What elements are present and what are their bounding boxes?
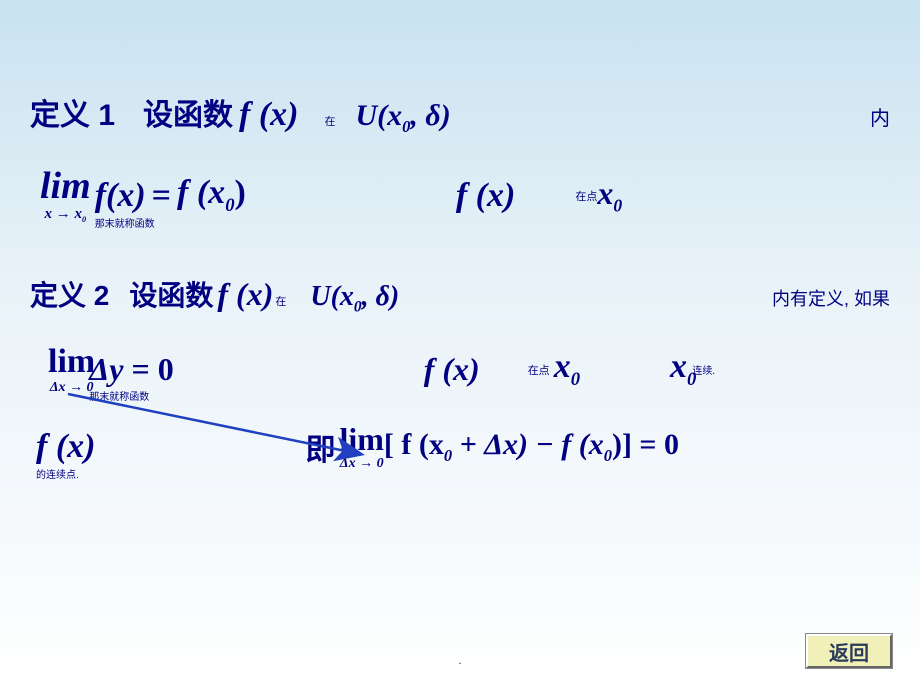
eq2-x0a: x0 — [554, 348, 580, 391]
def1-neigh: U(x0, δ) — [356, 99, 451, 137]
def2-prefix: 设函数 — [129, 274, 213, 314]
limit-1: lim x → x0 — [40, 167, 91, 224]
def1-tail: 内 — [870, 102, 890, 131]
eq2-fx: f (x) — [424, 351, 480, 388]
eq2-body: Δy 那末就称函数 — [89, 351, 123, 388]
return-button[interactable]: 返回 — [806, 634, 892, 668]
def1-label: 定义 1 — [30, 90, 115, 134]
def1-at: 在 — [325, 113, 336, 129]
def2-tail: 内有定义, 如果 — [772, 285, 890, 311]
def2-at: 在 — [275, 293, 286, 309]
definition-2-line: 定义 2 设函数 f (x) 在 U(x0, δ) 内有定义, 如果 — [30, 274, 890, 317]
eq1-x0: x0 — [597, 175, 622, 216]
def2-neigh: U(x0, δ) — [310, 281, 399, 317]
eq1-lhs: f(x) 那末就称函数 — [95, 177, 146, 215]
arrow-annotation — [60, 388, 380, 468]
def2-label: 定义 2 — [30, 274, 109, 314]
def2-fx: f (x) — [217, 276, 273, 313]
eq2-at: 在点 — [528, 362, 550, 378]
eq1-rhs: f (x0) — [177, 174, 246, 217]
eq2-tail: 连续. — [692, 362, 715, 377]
page-marker: . — [459, 653, 462, 668]
def1-fx: f (x) — [239, 96, 298, 134]
definition-1-line: 定义 1 设函数 f (x) 在 U(x0, δ) 内 — [30, 90, 890, 137]
eq1-at: 在点 — [575, 188, 597, 204]
equation-1: lim x → x0 f(x) 那末就称函数 = f (x0) f (x) 在点… — [40, 167, 890, 224]
eq3-body: [ f (x0 + Δx) − f (x0)] = 0 — [384, 428, 679, 466]
eq1-fx2: f (x) — [456, 177, 515, 215]
return-button-label: 返回 — [829, 637, 869, 666]
def1-prefix: 设函数 — [143, 90, 233, 134]
